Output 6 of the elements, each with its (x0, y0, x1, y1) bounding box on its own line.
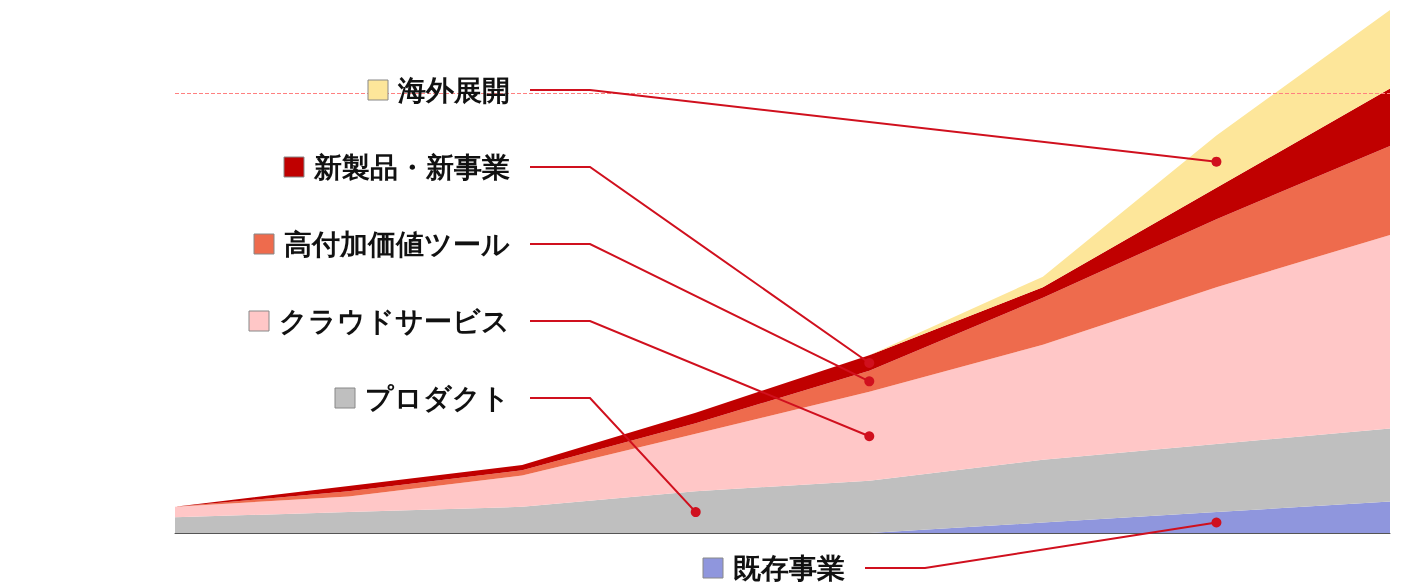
legend-label: 新製品・新事業 (313, 150, 510, 184)
legend-label: 海外展開 (397, 73, 510, 107)
legend-label: クラウドサービス (279, 304, 510, 338)
legend-label: 既存事業 (733, 551, 845, 582)
legend-label: 高付加価値ツール (284, 227, 510, 261)
legend-label: プロダクト (365, 381, 510, 415)
